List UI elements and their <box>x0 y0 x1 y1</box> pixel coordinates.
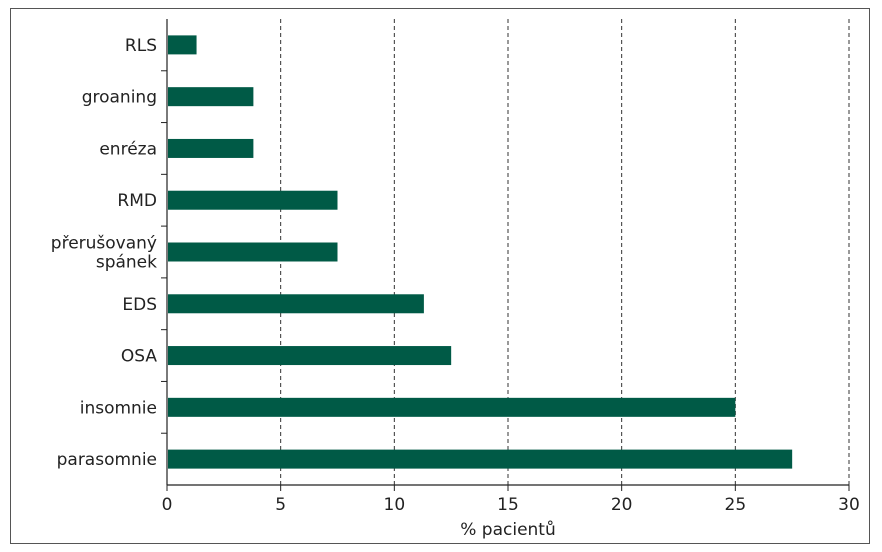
category-label: OSA <box>121 347 157 367</box>
x-axis-title: % pacientů <box>460 520 556 540</box>
bar <box>168 294 424 314</box>
x-tick-label: 30 <box>838 495 860 515</box>
category-label: groaning <box>82 88 157 108</box>
bar-chart: RLS groaning enréza RMD přerušovaný spánek EDS… <box>51 19 860 540</box>
x-tick-label: 5 <box>275 495 286 515</box>
bars <box>168 35 793 469</box>
x-tick-label: 20 <box>611 495 633 515</box>
bar <box>168 242 338 262</box>
x-tick-label: 10 <box>384 495 406 515</box>
category-label: přerušovaný spánek <box>51 234 157 273</box>
x-tick-label: 15 <box>497 495 519 515</box>
bar <box>168 87 254 107</box>
bar <box>168 449 793 469</box>
chart-frame: RLS groaning enréza RMD přerušovaný spánek EDS… <box>10 8 870 544</box>
category-label: EDS <box>122 295 157 315</box>
bar <box>168 35 197 55</box>
category-label: RMD <box>117 191 157 211</box>
x-tick-label: 0 <box>162 495 173 515</box>
bar <box>168 138 254 158</box>
category-label: insomnie <box>80 398 157 418</box>
axes <box>161 19 850 491</box>
category-label: RLS <box>125 36 157 56</box>
category-label: enréza <box>99 139 157 159</box>
category-label: parasomnie <box>57 450 157 470</box>
category-labels: RLS groaning enréza RMD přerušovaný spánek EDS… <box>51 36 158 470</box>
bar <box>168 397 736 417</box>
bar <box>168 190 338 210</box>
x-tick-label: 25 <box>725 495 747 515</box>
bar <box>168 346 452 366</box>
tick-labels: 0 5 10 15 20 25 30 <box>162 495 860 515</box>
